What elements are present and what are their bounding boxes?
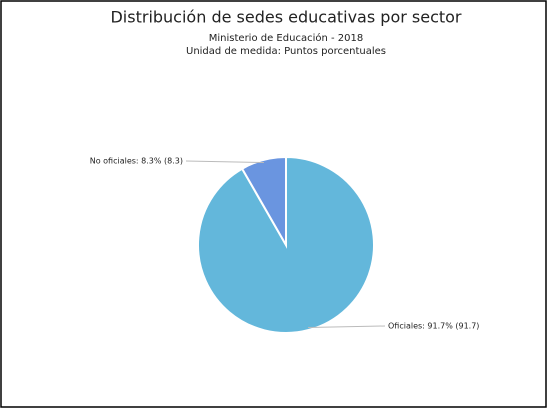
leader-line bbox=[307, 325, 386, 328]
data-label: Oficiales: 91.7% (91.7) bbox=[388, 322, 479, 331]
leader-line bbox=[185, 160, 265, 164]
pie-slice bbox=[240, 155, 287, 249]
data-label: No oficiales: 8.3% (8.3) bbox=[90, 157, 183, 166]
chart-subtitle: Unidad de medida: Puntos porcentuales bbox=[186, 46, 386, 57]
pie-slice bbox=[197, 155, 375, 334]
chart-title: Distribución de sedes educativas por sec… bbox=[110, 8, 461, 27]
chart-subtitle: Ministerio de Educación - 2018 bbox=[209, 32, 363, 44]
